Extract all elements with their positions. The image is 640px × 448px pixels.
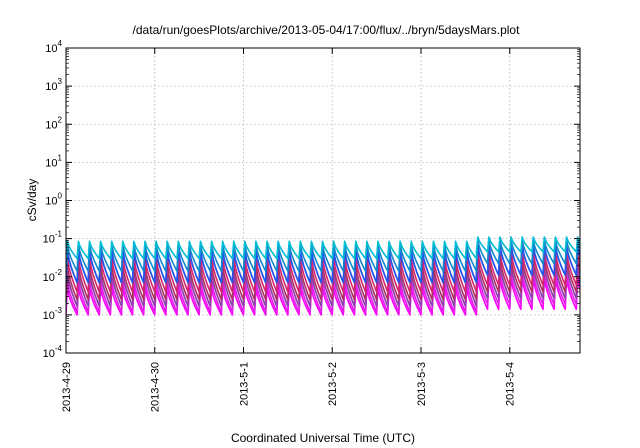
y-tick-label: 101 xyxy=(45,153,62,169)
y-axis-title: cSv/day xyxy=(25,179,39,222)
series-group xyxy=(66,236,580,316)
x-tick-label: 2013-5-2 xyxy=(327,362,339,406)
chart-title: /data/run/goesPlots/archive/2013-05-04/1… xyxy=(133,23,521,37)
y-tick-label: 103 xyxy=(45,77,62,93)
y-tick-label: 102 xyxy=(45,115,62,131)
x-tick-label: 2013-5-3 xyxy=(416,362,428,406)
series-line xyxy=(66,236,580,260)
grid xyxy=(66,48,580,353)
y-tick-label: 10-1 xyxy=(43,230,63,246)
x-tick-label: 2013-5-1 xyxy=(238,362,250,406)
y-axis: 10-4 10-3 10-2 10-1 100 101 102 103 104 xyxy=(43,39,580,360)
x-axis-title: Coordinated Universal Time (UTC) xyxy=(231,431,415,445)
x-tick-label: 2013-4-30 xyxy=(150,362,162,412)
y-tick-label: 10-4 xyxy=(43,344,63,360)
y-tick-label: 10-2 xyxy=(43,268,63,284)
y-tick-label: 104 xyxy=(45,39,62,55)
x-axis: 2013-4-29 2013-4-30 2013-5-1 2013-5-2 2013-5… xyxy=(61,48,517,412)
y-tick-label: 100 xyxy=(45,192,62,208)
y-tick-label: 10-3 xyxy=(43,306,63,322)
x-tick-label: 2013-4-29 xyxy=(61,362,73,412)
x-tick-label: 2013-5-4 xyxy=(505,362,517,406)
